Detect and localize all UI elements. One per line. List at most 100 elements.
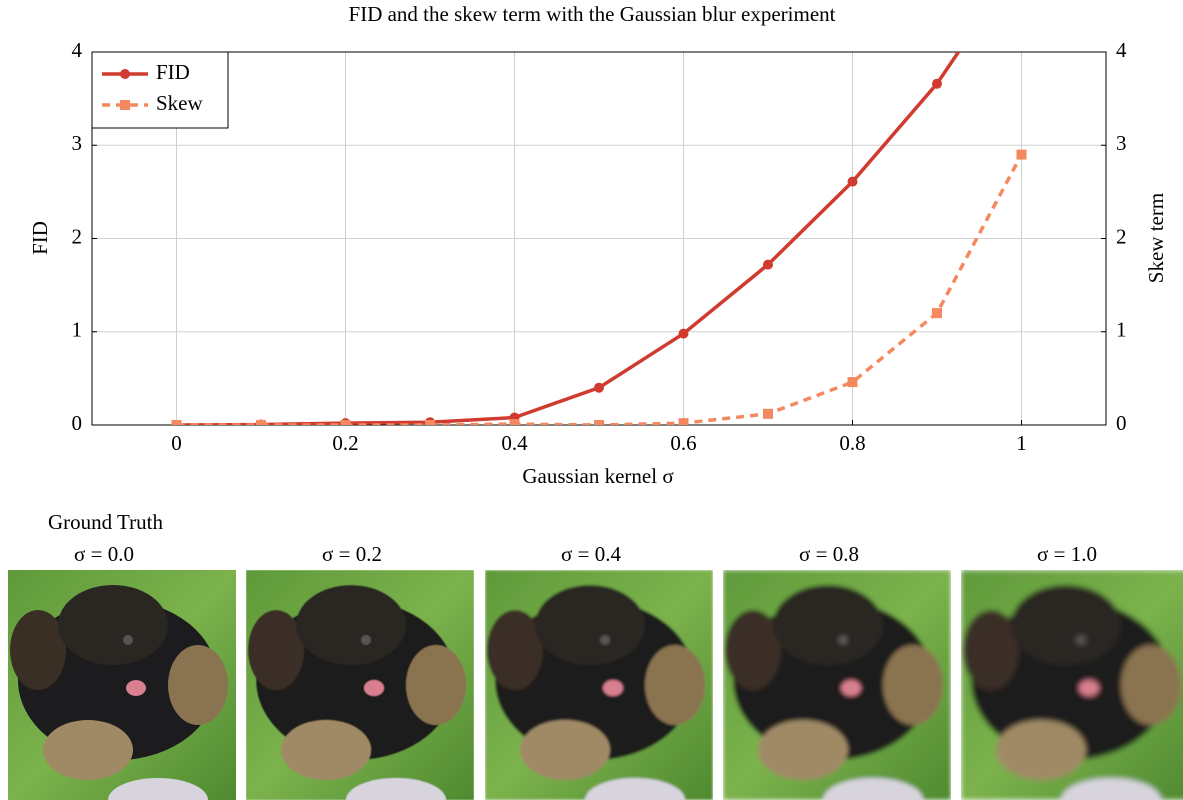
y-tick-label: 1: [72, 318, 83, 342]
dog-image: [961, 570, 1183, 800]
panel-caption: Ground Truth: [48, 510, 163, 534]
marker: [763, 259, 773, 270]
dog-eye: [838, 635, 848, 645]
dog-fur: [406, 645, 466, 725]
y-axis-label: FID: [28, 221, 52, 255]
marker: [594, 420, 604, 425]
dog-fur: [645, 645, 705, 725]
dog-ear: [725, 610, 781, 690]
dog-image: [485, 570, 713, 800]
chart-title: FID and the skew term with the Gaussian …: [349, 2, 836, 26]
marker: [1016, 149, 1027, 160]
dog-shapes: [246, 570, 474, 800]
dog-tongue: [364, 680, 384, 696]
x-tick-label: 0.2: [332, 431, 358, 455]
dog-paw: [43, 720, 133, 780]
dog-shapes: [8, 570, 236, 800]
x-axis-label: Gaussian kernel σ: [522, 464, 673, 488]
dog-paw: [996, 720, 1086, 780]
dog-belly: [1061, 778, 1161, 800]
legend-marker: [120, 69, 130, 79]
y2-tick-label: 3: [1116, 131, 1127, 155]
dog-ear: [963, 610, 1019, 690]
panel-label: σ = 0.4: [561, 542, 621, 566]
marker: [847, 176, 858, 187]
x-tick-label: 1: [1016, 431, 1027, 455]
dog-belly: [108, 778, 208, 800]
marker: [763, 408, 773, 419]
marker: [678, 328, 689, 339]
dog-fur: [168, 645, 228, 725]
y2-tick-label: 4: [1116, 38, 1127, 62]
marker: [932, 308, 942, 319]
plot-area: [171, 52, 1027, 425]
x-tick-label: 0.6: [670, 431, 696, 455]
marker: [425, 420, 435, 425]
x-tick-label: 0.4: [501, 431, 528, 455]
dog-belly: [346, 778, 446, 800]
dog-tongue: [841, 680, 861, 696]
image-panel: σ = 0.8: [723, 542, 951, 800]
y-tick-label: 4: [72, 38, 83, 62]
legend: FID Skew: [91, 51, 229, 129]
dog-belly: [823, 778, 923, 800]
dog-ear: [248, 610, 304, 690]
dog-fur: [883, 645, 943, 725]
image-panel: σ = 1.0: [961, 542, 1183, 800]
dog-tongue: [126, 680, 146, 696]
dog-belly: [585, 778, 685, 800]
dog-paw: [758, 720, 848, 780]
dog-eye: [361, 635, 371, 645]
y2-tick-label: 2: [1116, 224, 1127, 248]
dog-image: [8, 570, 236, 800]
panel-label: σ = 0.2: [322, 542, 382, 566]
legend-label: FID: [156, 60, 190, 84]
dog-tongue: [603, 680, 623, 696]
marker: [678, 418, 689, 425]
panel-label: σ = 0.0: [74, 542, 134, 566]
legend-label: Skew: [156, 91, 204, 115]
dog-head: [773, 585, 883, 665]
dog-paw: [281, 720, 371, 780]
panel-label: σ = 0.8: [799, 542, 859, 566]
dog-eye: [123, 635, 133, 645]
dog-eye: [1076, 635, 1086, 645]
y2-tick-label: 1: [1116, 318, 1127, 342]
series-line: [176, 52, 961, 425]
dog-image: [723, 570, 951, 800]
dog-head: [58, 585, 168, 665]
x-tick-label: 0.8: [839, 431, 865, 455]
legend-marker: [120, 100, 130, 110]
dog-shapes: [961, 570, 1183, 800]
dog-head: [1011, 585, 1121, 665]
image-panel: σ = 0.4: [485, 542, 713, 800]
image-panel: σ = 0.2: [246, 542, 474, 800]
x-tick-label: 0: [171, 431, 182, 455]
dog-paw: [520, 720, 610, 780]
y-tick-label: 2: [72, 224, 83, 248]
marker: [932, 78, 942, 89]
marker: [594, 382, 604, 393]
y2-axis-label: Skew term: [1144, 193, 1168, 283]
marker: [171, 420, 182, 425]
marker: [340, 420, 351, 425]
dog-ear: [487, 610, 543, 690]
dog-shapes: [485, 570, 713, 800]
dog-shapes: [723, 570, 951, 800]
dog-image: [246, 570, 474, 800]
dog-eye: [600, 635, 610, 645]
dog-head: [296, 585, 406, 665]
series-line: [176, 153, 1024, 425]
y-tick-label: 3: [72, 131, 83, 155]
dog-ear: [10, 610, 66, 690]
legend-box: [91, 51, 229, 129]
marker: [509, 419, 520, 425]
image-panel: Ground Truth σ = 0.0: [8, 510, 236, 800]
panel-label: σ = 1.0: [1037, 542, 1097, 566]
marker: [847, 377, 858, 388]
dog-head: [535, 585, 645, 665]
y-tick-label: 0: [72, 411, 83, 435]
y2-tick-label: 0: [1116, 411, 1127, 435]
